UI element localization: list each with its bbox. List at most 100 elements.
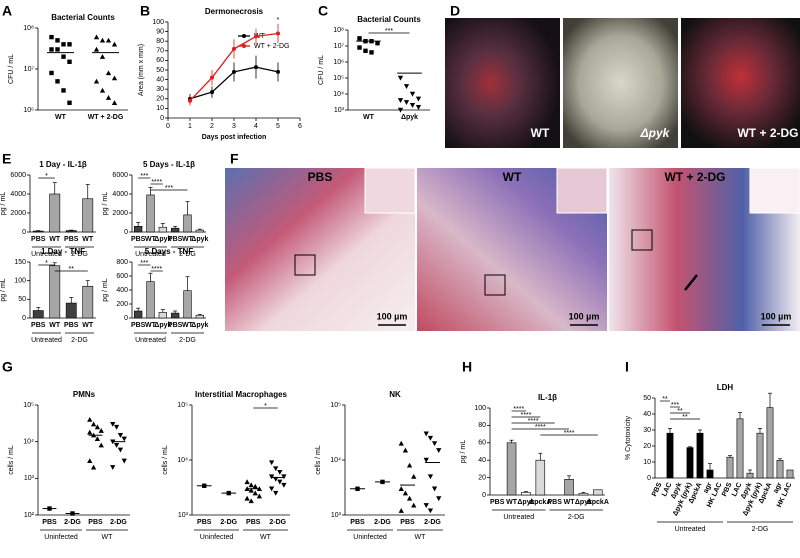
point xyxy=(87,458,93,464)
chart-title: 5 Days - IL-1β xyxy=(143,160,195,169)
point xyxy=(398,486,404,491)
significance: *** xyxy=(165,185,173,192)
significance: **** xyxy=(151,266,162,273)
y-tick-label: 4000 xyxy=(112,191,128,198)
y-tick-label: 10⁶ xyxy=(23,107,34,114)
bar xyxy=(766,407,774,479)
bar xyxy=(146,194,155,233)
y-tick-label: 6000 xyxy=(10,172,26,179)
bar xyxy=(158,312,167,319)
x-tick-label: Δpyk xyxy=(191,322,208,329)
x-tick-label: WT xyxy=(49,236,61,243)
bar xyxy=(195,314,204,319)
point xyxy=(357,36,362,41)
x-tick-label: agr xyxy=(773,481,784,494)
chart: NK cells / mL 10³ 10⁴ 10⁵ PBS 2-DG PBS 2-DG Uninf… xyxy=(315,390,445,541)
point xyxy=(398,508,404,513)
bar xyxy=(82,198,94,233)
x-tick-label: WT xyxy=(363,114,375,121)
point xyxy=(375,40,380,46)
point xyxy=(67,42,72,47)
significance: *** xyxy=(140,173,148,180)
bar xyxy=(146,281,155,319)
y-tick-label: 30 xyxy=(643,427,651,434)
point xyxy=(427,435,434,441)
y-axis-label: cells / mL xyxy=(315,445,322,475)
point xyxy=(111,100,118,105)
point xyxy=(406,495,413,501)
bar xyxy=(506,442,517,496)
bar xyxy=(564,479,574,496)
group-label: 2-DG xyxy=(752,526,769,533)
y-tick-label: 20 xyxy=(156,96,164,103)
point xyxy=(423,457,429,463)
x-tick-label: PBS xyxy=(64,322,79,329)
y-tick-label: 0 xyxy=(124,229,128,236)
x-tick-label: WT + 2-DG xyxy=(88,114,124,121)
group-label: 2-DG xyxy=(568,514,585,521)
scale-bar-label: 100 µm xyxy=(761,311,792,321)
y-tick-label: 0 xyxy=(647,475,651,482)
significance: *** xyxy=(385,28,393,35)
x-tick-label: PBS xyxy=(350,519,365,526)
panel-letter: I xyxy=(625,359,629,375)
point xyxy=(113,443,120,448)
y-tick-label: 0 xyxy=(160,115,164,122)
point xyxy=(67,59,72,64)
y-tick-label: 10⁷ xyxy=(24,66,35,73)
x-tick-label: PBS xyxy=(64,236,79,243)
y-tick-label: 10⁵ xyxy=(177,402,188,409)
point xyxy=(276,31,280,36)
bar xyxy=(49,193,61,233)
significance: **** xyxy=(520,412,531,419)
y-tick-label: 0 xyxy=(124,315,128,322)
y-axis-label: pg / mL xyxy=(0,192,7,215)
panel-letter: A xyxy=(2,3,12,19)
y-tick-label: 60 xyxy=(156,57,164,64)
group-label: Uninfected xyxy=(353,534,387,541)
x-tick-label: 4 xyxy=(254,123,258,130)
y-tick-label: 10⁵ xyxy=(333,75,344,82)
y-tick-label: 10⁴ xyxy=(333,91,344,98)
x-tick-label: PBS xyxy=(88,519,103,526)
point xyxy=(99,54,106,59)
x-tick-label: 5 xyxy=(276,123,280,130)
panel-f: F PBS WT WT + 2-DG 100 µm 100 µm 100 µm xyxy=(225,151,800,331)
chart-title: LDH xyxy=(717,383,734,392)
point xyxy=(49,47,54,52)
x-tick-label: WT xyxy=(145,236,157,243)
photo-label: WT xyxy=(531,126,550,140)
x-tick-label: WT xyxy=(182,236,194,243)
point xyxy=(93,34,100,40)
photo xyxy=(445,18,560,148)
zoom-box xyxy=(294,254,316,276)
x-tick-label: 6 xyxy=(298,123,302,130)
zoom-box xyxy=(631,229,653,251)
legend-marker xyxy=(242,44,246,48)
point xyxy=(244,479,250,485)
scale-bar-label: 100 µm xyxy=(377,311,408,321)
point xyxy=(277,470,283,475)
y-tick-label: 100 xyxy=(474,405,486,412)
bar xyxy=(578,492,589,496)
y-tick-label: 800 xyxy=(116,259,128,266)
point xyxy=(67,100,72,105)
bar xyxy=(195,229,204,233)
group-label: Untreated xyxy=(135,251,166,258)
point xyxy=(268,486,275,492)
point xyxy=(105,70,112,76)
y-axis-label: pg / mL xyxy=(0,278,7,301)
bar xyxy=(535,459,546,496)
bar xyxy=(158,226,167,233)
y-axis-label: cells / mL xyxy=(8,445,15,475)
y-tick-label: 30 xyxy=(156,86,164,93)
bar xyxy=(65,302,77,319)
x-tick-label: WT xyxy=(145,322,157,329)
y-axis-label: cells / mL xyxy=(162,445,169,475)
y-tick-label: 90 xyxy=(156,28,164,35)
significance: **** xyxy=(564,430,575,437)
chart-title: NK xyxy=(389,390,401,399)
point xyxy=(254,65,258,70)
